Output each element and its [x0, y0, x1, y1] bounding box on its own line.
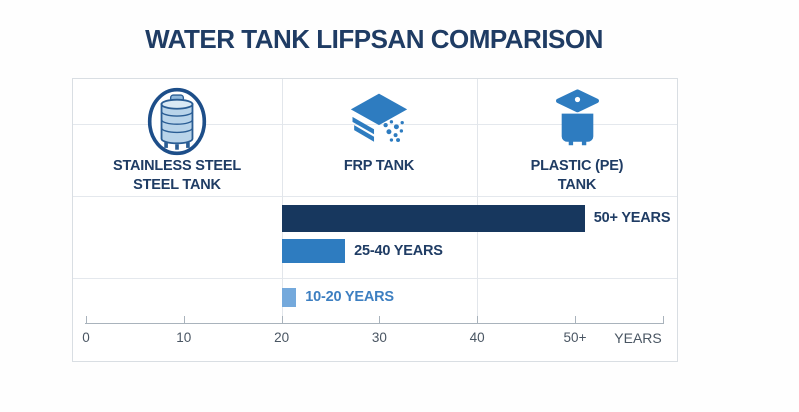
bar-frp	[281, 239, 346, 263]
x-axis-tick	[86, 316, 87, 324]
x-axis-tick	[477, 316, 479, 324]
x-axis-title: YEARS	[614, 330, 662, 346]
x-axis-tick	[281, 316, 283, 324]
horizontal-gridline	[73, 196, 677, 197]
plastic-pe-tank-icon	[477, 87, 677, 155]
x-axis-line	[85, 323, 663, 324]
x-axis-tick-label: 40	[469, 330, 485, 345]
column-stainless-steel: STAINLESS STEEL STEEL TANK	[73, 79, 281, 196]
x-axis-tick-label: 30	[371, 330, 387, 345]
horizontal-gridline	[73, 278, 677, 279]
stainless-steel-tank-icon	[73, 87, 281, 155]
x-axis-tick-label: 20	[274, 330, 290, 345]
column-plastic-pe: PLASTIC (PE) TANK	[477, 79, 677, 196]
frp-layers-icon	[281, 87, 477, 155]
horizontal-gridline	[73, 124, 677, 125]
chart-area: STAINLESS STEEL STEEL TANK	[72, 78, 678, 362]
bar-row-stainless: 50+ YEARS	[281, 205, 671, 232]
bar-row-frp: 25-40 YEARS	[281, 239, 443, 263]
bar-label-stainless: 50+ YEARS	[593, 210, 671, 227]
bar-stainless	[281, 205, 585, 232]
x-axis-tick	[183, 316, 185, 324]
vertical-gridline	[281, 79, 283, 323]
column-label-frp: FRP TANK	[343, 158, 415, 174]
x-axis-tick-label: 10	[176, 330, 192, 345]
bar-label-frp: 25-40 YEARS	[354, 242, 443, 259]
column-frp: FRP TANK	[281, 79, 477, 196]
bar-label-plastic: 10-20 YEARS	[305, 289, 394, 306]
x-axis	[85, 315, 664, 324]
column-label-plastic-pe: PLASTIC (PE) TANK	[530, 158, 624, 194]
x-axis-tick-label: 50+	[563, 330, 587, 345]
x-axis-tick	[575, 316, 576, 324]
x-axis-tick	[663, 316, 664, 324]
x-axis-tick	[379, 316, 381, 324]
bar-row-plastic: 10-20 YEARS	[281, 288, 394, 307]
page-title: WATER TANK LIFPSAN COMPARISON	[145, 24, 603, 54]
bar-plastic	[281, 288, 297, 307]
x-axis-tick-label: 0	[82, 330, 90, 345]
column-label-stainless-steel: STAINLESS STEEL STEEL TANK	[112, 158, 242, 194]
vertical-gridline	[477, 79, 479, 323]
